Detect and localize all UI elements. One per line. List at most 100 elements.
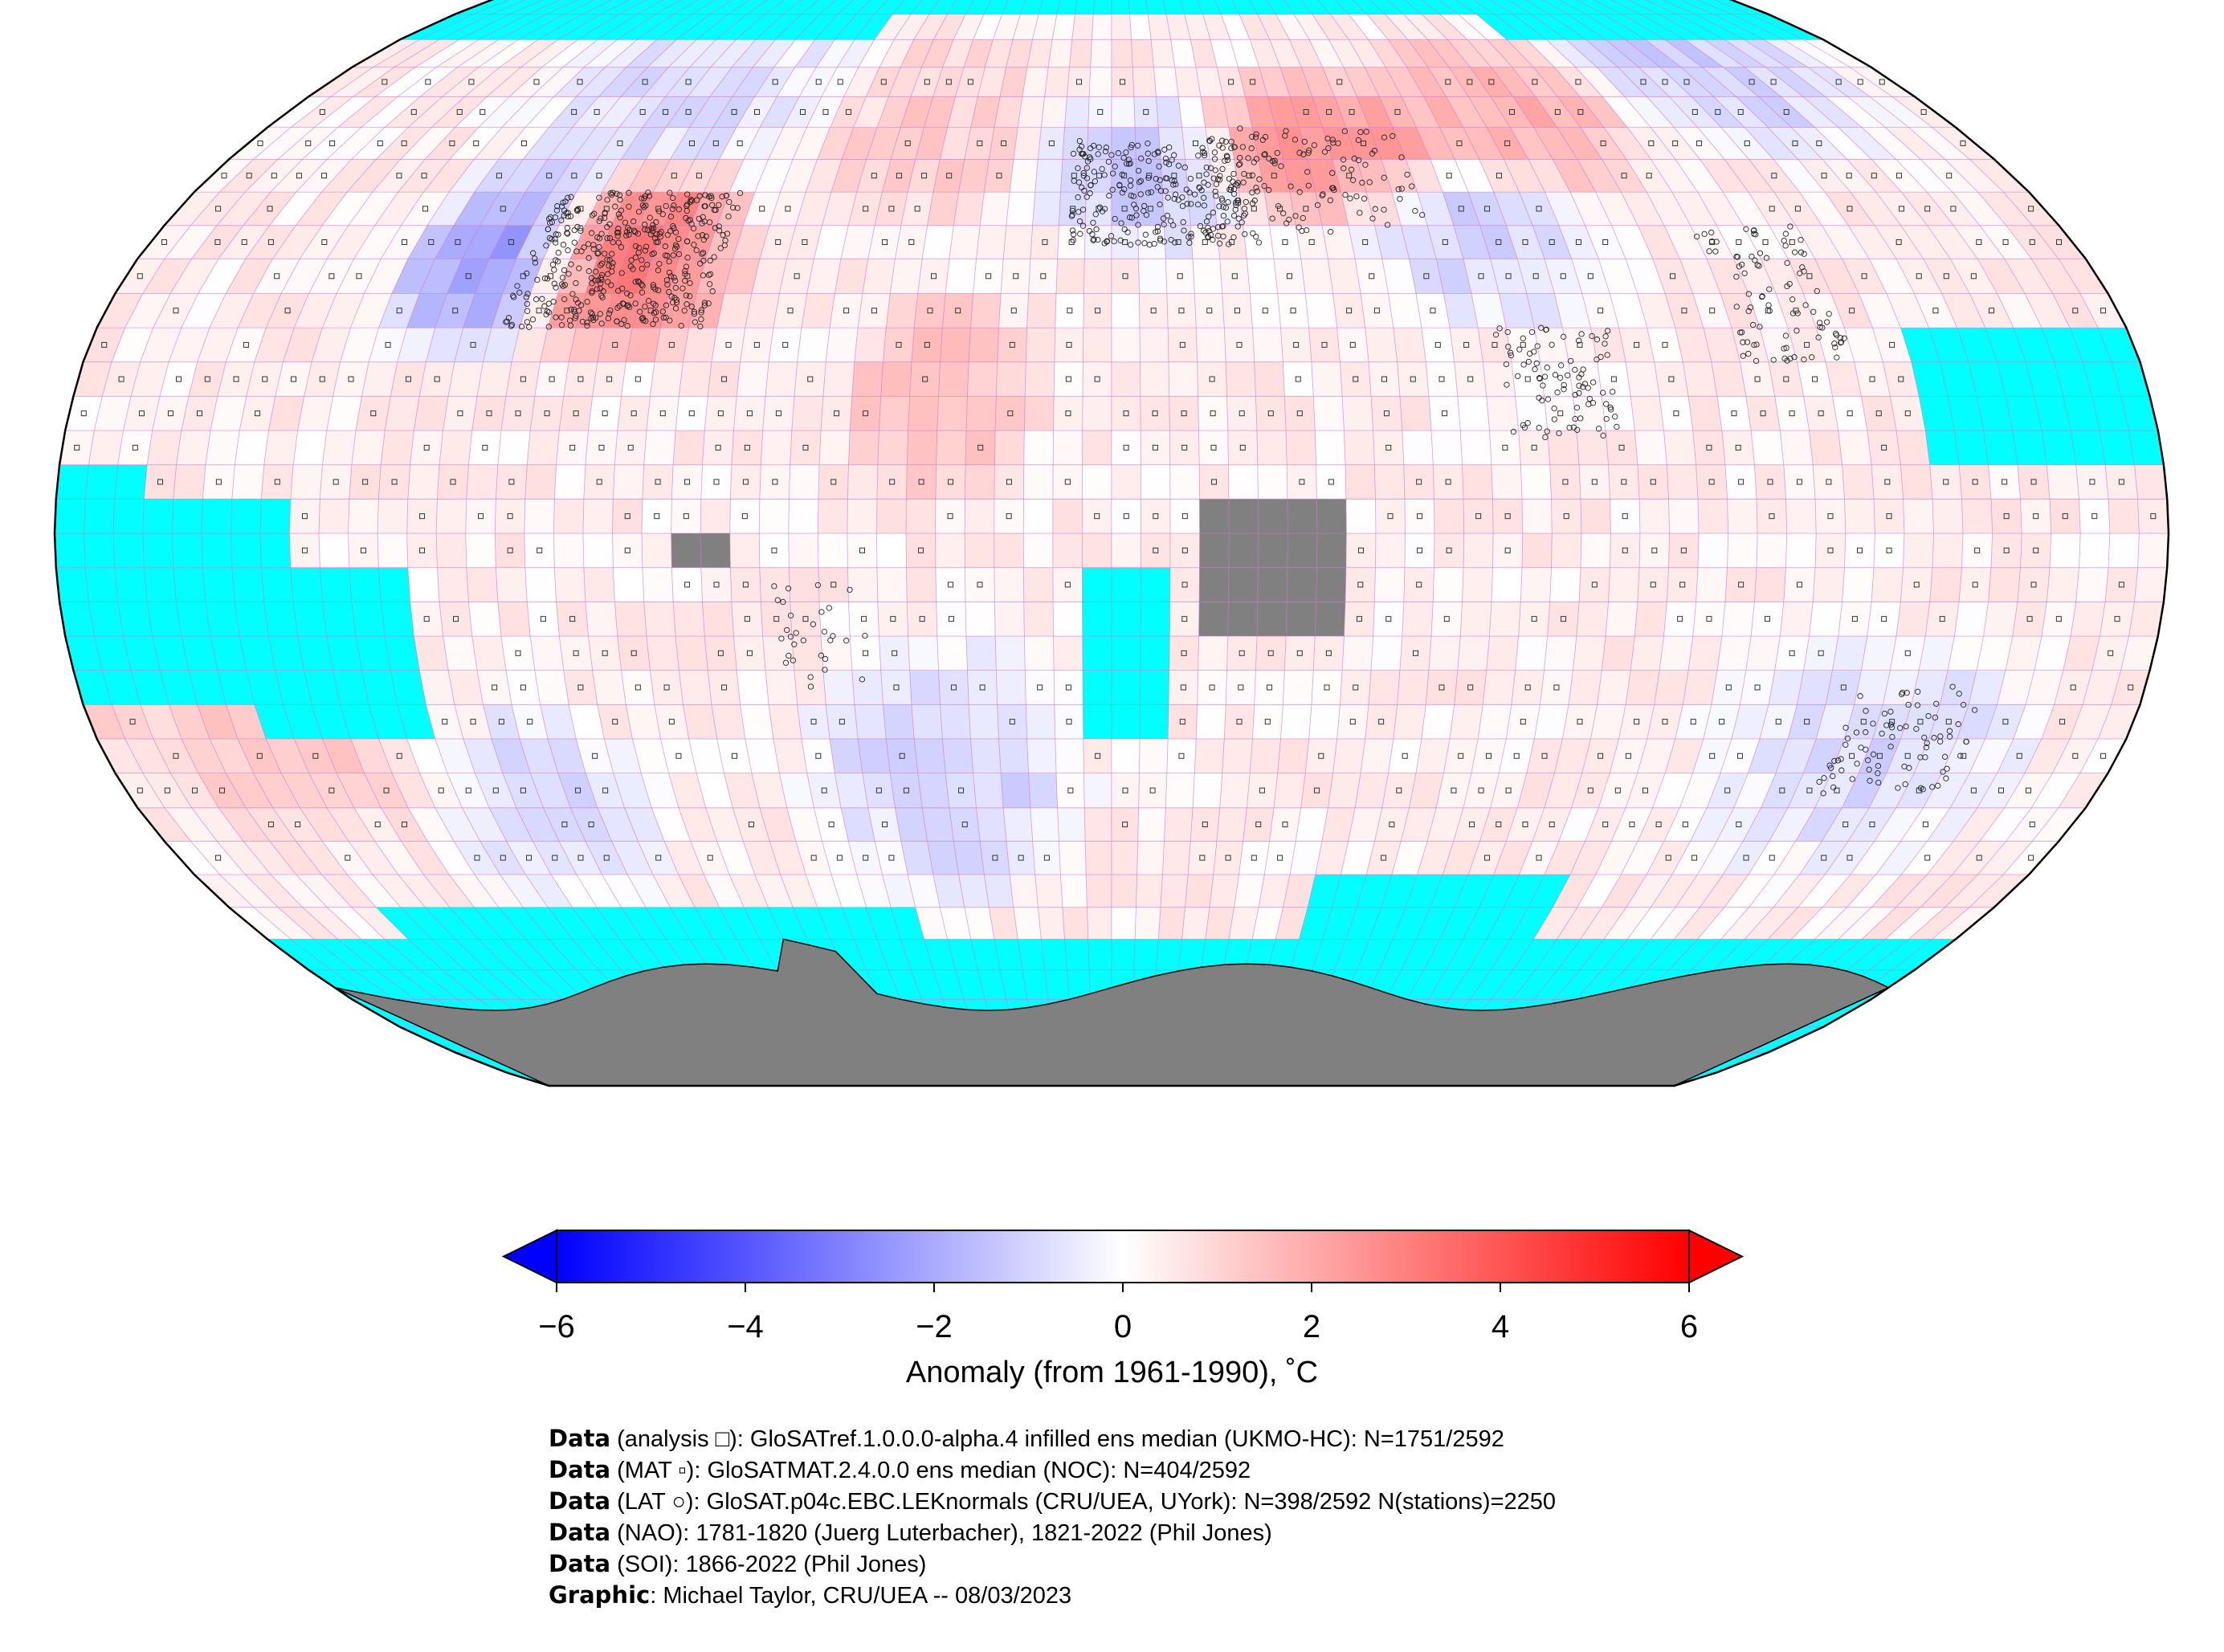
analysis-marker	[1239, 444, 1246, 451]
lat-station-marker	[1614, 423, 1620, 430]
analysis-marker	[1602, 239, 1609, 245]
lat-station-marker	[1902, 781, 1908, 788]
analysis-marker	[914, 206, 920, 212]
lat-station-marker	[668, 293, 675, 300]
grid-cell	[1375, 498, 1406, 534]
lat-station-marker	[1820, 790, 1826, 797]
lat-station-marker	[1166, 144, 1173, 151]
analysis-marker	[401, 140, 407, 146]
lat-station-marker	[541, 275, 549, 282]
lat-station-marker	[1296, 189, 1303, 195]
analysis-marker	[1013, 273, 1019, 279]
analysis-marker	[164, 787, 170, 793]
lat-station-marker	[642, 193, 648, 200]
grid-cell	[1397, 670, 1430, 705]
lat-station-marker	[1262, 151, 1268, 157]
analysis-marker	[1456, 140, 1463, 146]
lat-station-marker	[1261, 152, 1267, 158]
analysis-marker	[1394, 108, 1401, 115]
lat-station-marker	[587, 309, 594, 316]
analysis-marker	[377, 140, 383, 146]
analysis-marker	[863, 855, 869, 861]
grid-cell	[1128, 0, 1149, 15]
grid-cell	[1111, 635, 1141, 671]
lat-station-marker	[1349, 177, 1357, 183]
grid-cell	[1958, 567, 1992, 602]
analysis-marker	[977, 444, 984, 451]
lat-station-marker	[1713, 239, 1720, 245]
analysis-marker	[540, 616, 546, 622]
analysis-marker	[1251, 855, 1257, 861]
analysis-marker	[1234, 308, 1240, 314]
lat-station-marker	[1960, 701, 1967, 708]
analysis-marker	[627, 444, 634, 451]
analysis-marker	[921, 173, 928, 179]
analysis-marker	[1563, 513, 1569, 520]
colorbar-tick-label: −2	[916, 1309, 953, 1344]
grid-cell	[1254, 361, 1285, 397]
analysis-marker	[1463, 341, 1470, 348]
lat-station-marker	[1875, 763, 1882, 769]
lat-station-marker	[1128, 141, 1135, 149]
grid-cell	[1111, 601, 1141, 637]
grid-cell	[1111, 464, 1141, 500]
grid-cell	[1227, 601, 1259, 637]
grid-cell	[1774, 635, 1810, 671]
analysis-marker	[1655, 822, 1662, 828]
lat-station-marker	[1083, 165, 1090, 171]
lat-station-marker	[679, 285, 686, 292]
lat-station-marker	[1870, 751, 1877, 757]
lat-station-marker	[1169, 157, 1175, 163]
grid-cell	[614, 430, 647, 466]
analysis-marker	[1577, 719, 1583, 725]
lat-station-marker	[1347, 195, 1353, 202]
lat-station-marker	[719, 194, 725, 200]
grid-cell	[1169, 395, 1200, 431]
grid-cell	[529, 395, 565, 431]
grid-cell	[1421, 704, 1455, 740]
grid-cell	[927, 191, 960, 226]
grid-cell	[260, 567, 294, 602]
analysis-marker	[802, 239, 808, 245]
grid-cell	[1017, 939, 1046, 971]
lat-station-marker	[1157, 237, 1164, 243]
lat-station-marker	[1256, 176, 1263, 182]
analysis-marker	[1743, 855, 1749, 861]
analysis-marker	[635, 684, 641, 691]
analysis-marker	[683, 513, 689, 520]
grid-cell	[1082, 464, 1112, 500]
lat-station-marker	[618, 244, 625, 251]
analysis-marker	[1970, 273, 1977, 279]
analysis-marker	[2100, 308, 2107, 314]
analysis-marker	[1972, 479, 1978, 485]
grid-cell	[1199, 498, 1230, 534]
lat-station-marker	[1078, 143, 1085, 149]
grid-cell	[1663, 601, 1697, 637]
lat-station-marker	[1249, 190, 1255, 196]
lat-station-marker	[647, 231, 654, 238]
grid-cell	[2079, 498, 2111, 534]
analysis-marker	[1898, 206, 1904, 212]
grid-cell	[1524, 0, 1569, 15]
analysis-marker	[655, 206, 662, 212]
lat-station-marker	[511, 294, 517, 300]
lat-station-marker	[1253, 185, 1259, 191]
grid-cell	[494, 532, 526, 569]
grid-cell	[1374, 464, 1406, 500]
analysis-marker	[1402, 753, 1408, 759]
lat-station-marker	[1816, 320, 1823, 326]
grid-cell	[349, 567, 382, 602]
analysis-marker	[1121, 173, 1128, 179]
grid-cell	[1222, 738, 1253, 773]
lat-station-marker	[1168, 236, 1174, 243]
grid-cell	[1630, 395, 1665, 431]
grid-cell	[941, 738, 974, 773]
analysis-marker	[1513, 753, 1520, 759]
grid-cell	[1167, 327, 1198, 363]
grid-cell	[1659, 395, 1694, 431]
lat-station-marker	[642, 304, 648, 310]
grid-cell	[1625, 361, 1660, 397]
lat-station-marker	[694, 197, 700, 203]
lat-station-marker	[553, 284, 559, 291]
analysis-marker	[1065, 410, 1071, 417]
